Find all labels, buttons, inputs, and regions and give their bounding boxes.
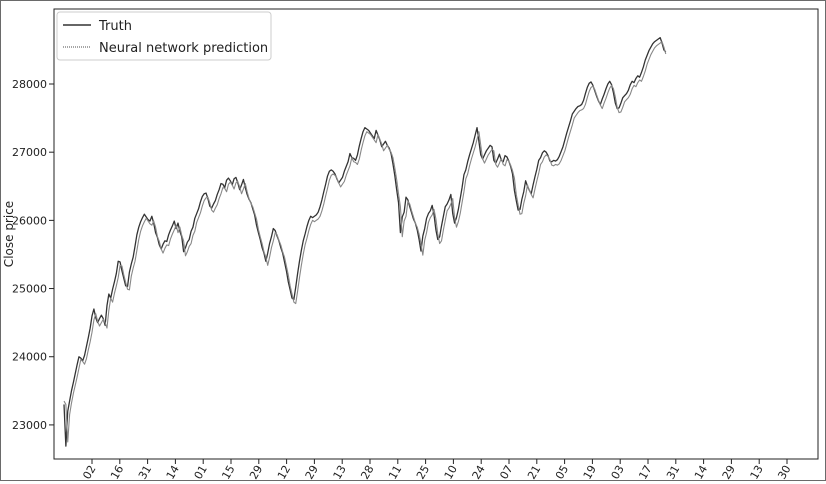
x-tick-label: 21 — [525, 463, 543, 480]
x-tick-label: 29 — [720, 463, 738, 480]
legend-box — [56, 11, 272, 61]
x-axis-ticks: 02 16 31 14 01 15 29 12 29 13 28 11 25 10 24 07 21 05 19 03… — [80, 459, 794, 482]
x-tick-label: 15 — [219, 463, 237, 480]
plot-area — [53, 8, 819, 460]
x-tick-label: 24 — [470, 463, 488, 480]
x-tick-label: 13 — [748, 463, 766, 480]
x-tick-label: 10 — [442, 463, 460, 480]
y-tick-label: 28000 — [12, 78, 47, 91]
x-tick-label: 14 — [692, 463, 710, 480]
y-tick-label: 24000 — [12, 351, 47, 364]
x-tick-label: 31 — [664, 463, 682, 480]
x-tick-label: 31 — [136, 463, 154, 480]
series-line-truth — [63, 36, 667, 447]
x-tick-label: 03 — [609, 463, 627, 480]
x-tick-label: 02 — [80, 463, 98, 480]
x-tick-label: 05 — [553, 463, 571, 480]
x-tick-label: 11 — [386, 463, 404, 480]
series-line-prediction — [63, 41, 667, 443]
x-tick-label: 13 — [331, 463, 349, 480]
y-tick-label: 27000 — [12, 146, 47, 159]
x-tick-label: 14 — [164, 463, 182, 480]
series-layer — [63, 36, 667, 447]
x-tick-label: 19 — [581, 463, 599, 480]
x-tick-label: 25 — [414, 463, 432, 480]
y-tick-label: 23000 — [12, 419, 47, 432]
x-tick-label: 16 — [108, 463, 126, 480]
x-tick-label: 29 — [247, 463, 265, 480]
x-tick-label: 07 — [497, 463, 515, 480]
y-axis-ticks: 23000 24000 25000 26000 27000 28000 — [12, 78, 54, 432]
legend-label-prediction: Neural network prediction — [99, 41, 268, 56]
x-tick-label: 12 — [275, 463, 293, 480]
y-tick-label: 26000 — [12, 214, 47, 227]
x-tick-label: 17 — [636, 463, 654, 480]
x-tick-label: 29 — [303, 463, 321, 480]
x-tick-label: 01 — [192, 463, 210, 480]
legend-label-truth: Truth — [98, 19, 132, 34]
y-axis-label: Close price — [2, 201, 16, 267]
x-tick-label: 28 — [358, 463, 376, 480]
x-tick-label: 30 — [775, 463, 793, 480]
legend: Truth Neural network prediction — [56, 11, 272, 61]
y-tick-label: 25000 — [12, 283, 47, 296]
